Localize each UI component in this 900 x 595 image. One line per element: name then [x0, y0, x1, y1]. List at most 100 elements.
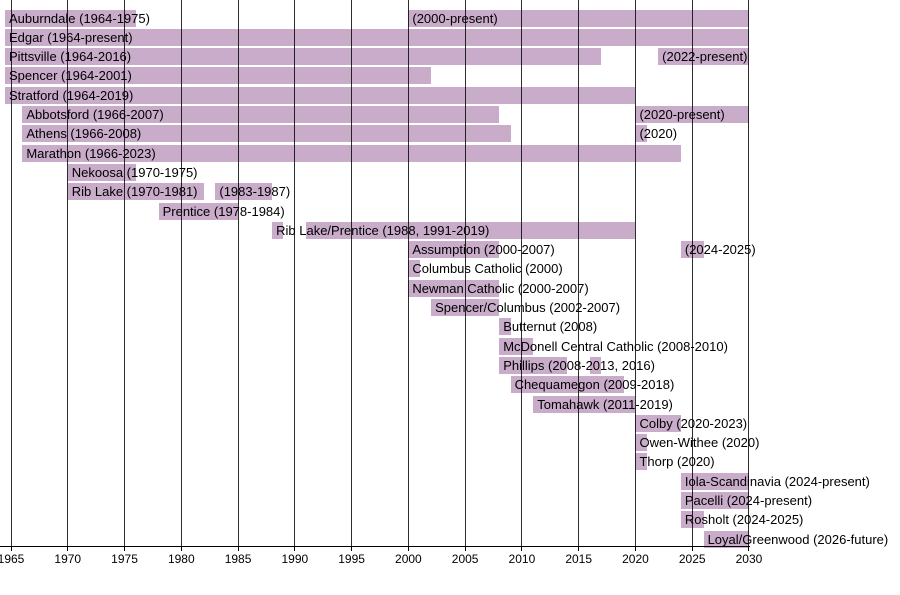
bar-label: (2020-present) — [639, 107, 725, 122]
bar-label: Nekoosa (1970-1975) — [71, 164, 198, 180]
year-gridline — [67, 0, 69, 546]
membership-bar — [5, 86, 636, 104]
axis-tick-label: 1990 — [281, 552, 309, 566]
membership-bar — [5, 28, 749, 46]
membership-bar — [408, 241, 500, 259]
membership-bar — [703, 530, 749, 548]
membership-bar — [635, 453, 647, 471]
membership-bar — [635, 125, 647, 143]
axis-tick — [521, 546, 523, 551]
membership-bar — [680, 472, 749, 490]
bar-label: Owen-Withee (2020) — [639, 435, 760, 451]
year-gridline — [464, 0, 466, 546]
membership-bar — [158, 202, 239, 220]
membership-bar — [5, 48, 602, 66]
bar-label: Chequamegon (2009-2018) — [514, 377, 675, 393]
axis-tick-label: 2010 — [508, 552, 536, 566]
year-gridline — [407, 0, 409, 546]
bar-label: (1983-1987) — [219, 184, 291, 200]
bar-label: Assumption (2000-2007) — [412, 242, 555, 258]
membership-bar — [22, 106, 500, 123]
bar-label: (2000-present) — [412, 10, 498, 26]
axis-tick-label: 2015 — [565, 552, 593, 566]
year-gridline — [294, 0, 296, 546]
year-gridline — [748, 0, 750, 546]
membership-bar — [408, 279, 500, 297]
membership-bar — [67, 163, 136, 181]
membership-bar — [215, 183, 273, 201]
bar-label: Auburndale (1964-1975) — [9, 10, 150, 26]
axis-tick — [464, 546, 466, 551]
axis-tick-label: 2005 — [451, 552, 479, 566]
bar-label: Columbus Catholic (2000) — [412, 261, 563, 277]
bar-label: Colby (2020-2023) — [639, 415, 748, 431]
membership-bar — [306, 221, 636, 239]
axis-tick-label: 1965 — [0, 552, 25, 566]
bar-label: Rosholt (2024-2025) — [684, 512, 804, 528]
bar-label: Prentice (1978-1984) — [162, 203, 285, 219]
year-gridline — [691, 0, 693, 546]
axis-tick-label: 2025 — [678, 552, 706, 566]
bar-label: Loyal/Greenwood (2026-future) — [707, 531, 889, 547]
bar-label: McDonell Central Catholic (2008-2010) — [503, 338, 728, 354]
membership-bar — [590, 356, 602, 374]
axis-tick-label: 1975 — [111, 552, 138, 566]
axis-tick-label: 1980 — [167, 552, 195, 566]
year-gridline — [124, 0, 126, 546]
membership-bar — [22, 125, 511, 143]
axis-tick — [351, 546, 353, 551]
bar-label: Abbotsford (1966-2007) — [26, 107, 164, 122]
bar-label: Spencer (1964-2001) — [9, 68, 132, 84]
axis-tick-label: 2030 — [735, 552, 763, 566]
axis-tick — [691, 546, 693, 551]
year-gridline — [634, 0, 636, 546]
axis-tick — [180, 546, 182, 551]
year-gridline — [351, 0, 353, 546]
membership-bar — [67, 183, 204, 201]
axis-tick — [67, 546, 69, 551]
bar-label: Stratford (1964-2019) — [9, 87, 134, 103]
membership-bar — [533, 395, 636, 413]
membership-bar — [510, 376, 625, 394]
membership-bar — [658, 48, 749, 66]
x-axis-line — [0, 546, 750, 547]
bar-label: Phillips (2008-2013, 2016) — [503, 357, 655, 373]
membership-bar — [499, 337, 534, 355]
axis-tick-label: 1970 — [54, 552, 82, 566]
membership-bar — [5, 9, 136, 27]
bar-label: Edgar (1964-present) — [9, 29, 133, 45]
year-gridline — [237, 0, 239, 546]
bar-label: Rib Lake/Prentice (1988, 1991-2019) — [276, 222, 490, 238]
membership-bar — [635, 414, 681, 432]
bar-label: (2020) — [639, 126, 678, 142]
year-gridline — [521, 0, 523, 546]
axis-tick — [124, 546, 126, 551]
axis-tick — [10, 546, 12, 551]
membership-bar — [680, 492, 749, 509]
bar-label: (2022-present) — [662, 49, 748, 65]
membership-bar — [408, 260, 420, 278]
bar-label: Pittsville (1964-2016) — [9, 49, 132, 65]
bar-label: Tomahawk (2011-2019) — [537, 396, 673, 412]
bar-label: Marathon (1966-2023) — [26, 145, 156, 161]
bar-label: Iola-Scandinavia (2024-present) — [684, 473, 870, 489]
axis-tick — [237, 546, 239, 551]
axis-tick — [748, 546, 750, 551]
bar-label: Rib Lake (1970-1981) — [71, 184, 198, 200]
membership-bar — [272, 221, 284, 239]
bar-label: Athens (1966-2008) — [26, 126, 142, 142]
bar-label: (2024-2025) — [684, 242, 756, 258]
bar-label: Butternut (2008) — [503, 319, 598, 335]
axis-tick — [578, 546, 580, 551]
year-gridline — [180, 0, 182, 546]
membership-bar — [499, 318, 511, 336]
membership-bar — [5, 67, 432, 85]
bar-label: Pacelli (2024-present) — [684, 493, 813, 508]
bar-label: Thorp (2020) — [639, 454, 715, 470]
axis-tick-label: 2000 — [395, 552, 422, 566]
membership-bar — [499, 356, 568, 374]
axis-tick — [407, 546, 409, 551]
bar-label: Newman Catholic (2000-2007) — [412, 280, 589, 296]
axis-tick-label: 1995 — [338, 552, 365, 566]
